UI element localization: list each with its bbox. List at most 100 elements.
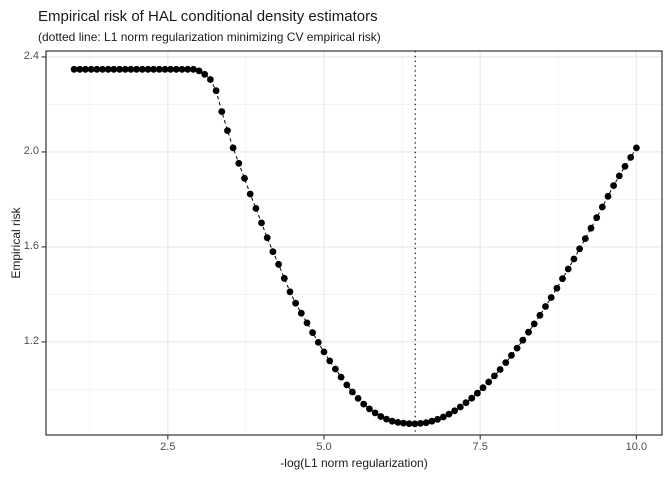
data-point	[349, 388, 356, 396]
data-point	[99, 65, 106, 73]
data-point	[542, 303, 549, 310]
data-point	[485, 378, 493, 386]
data-point	[286, 288, 294, 296]
data-point	[547, 294, 555, 301]
data-point	[581, 235, 589, 243]
data-point	[263, 234, 271, 242]
data-point	[87, 65, 95, 73]
panel-background	[46, 51, 662, 435]
data-point	[451, 407, 458, 415]
data-point	[70, 65, 78, 73]
data-point	[235, 159, 243, 167]
x-tick-label: 5.0	[316, 441, 332, 453]
data-point	[309, 329, 316, 336]
data-point	[337, 373, 345, 381]
data-point	[275, 260, 282, 268]
x-tick-label: 2.5	[160, 441, 176, 453]
data-point	[474, 389, 481, 397]
data-point	[76, 65, 84, 73]
data-point	[615, 172, 623, 180]
data-point	[320, 348, 328, 356]
panel-border	[45, 50, 663, 436]
data-point	[633, 144, 640, 152]
data-point	[570, 255, 578, 263]
data-point	[144, 65, 152, 73]
data-point	[587, 224, 595, 232]
data-point	[468, 394, 476, 402]
data-point	[627, 154, 635, 161]
data-point	[116, 65, 123, 73]
data-point	[479, 384, 487, 392]
data-point	[439, 413, 447, 421]
data-point	[121, 65, 129, 73]
data-point	[314, 339, 322, 346]
data-point	[201, 70, 209, 78]
data-point	[559, 275, 566, 283]
data-point	[138, 65, 146, 73]
data-point	[93, 65, 101, 73]
data-point	[621, 163, 629, 170]
data-point	[456, 403, 464, 411]
data-point	[513, 344, 521, 352]
data-point	[377, 413, 385, 420]
data-point	[536, 311, 544, 319]
data-point	[525, 328, 532, 336]
data-point	[354, 395, 362, 402]
data-point	[258, 219, 265, 227]
data-point	[593, 214, 601, 222]
data-point	[576, 245, 583, 253]
data-point	[462, 399, 470, 407]
data-point	[127, 65, 135, 73]
data-point	[178, 65, 186, 73]
data-point	[519, 336, 527, 344]
x-tick-label: 10.0	[625, 441, 648, 453]
data-point	[218, 108, 226, 115]
data-point	[388, 417, 396, 425]
data-point	[172, 65, 180, 73]
data-point	[190, 65, 197, 73]
data-point	[252, 205, 260, 212]
data-point	[343, 381, 351, 389]
data-point	[150, 65, 158, 73]
data-point	[604, 192, 612, 200]
data-point	[104, 65, 112, 73]
data-point	[82, 65, 89, 73]
data-point	[297, 309, 305, 317]
data-point	[394, 419, 402, 426]
data-point	[383, 415, 390, 423]
data-point	[184, 65, 192, 73]
data-point	[326, 357, 334, 365]
data-point	[269, 248, 277, 256]
data-point	[502, 359, 510, 366]
chart-title: Empirical risk of HAL conditional densit…	[38, 8, 378, 25]
data-point	[530, 320, 538, 328]
y-tick-label: 2.0	[23, 145, 39, 158]
data-point	[303, 319, 311, 327]
data-point	[400, 419, 407, 427]
data-point	[417, 420, 424, 427]
data-point	[360, 400, 368, 408]
data-point	[133, 65, 141, 73]
data-point	[553, 284, 561, 292]
data-point	[434, 415, 441, 423]
data-point	[246, 190, 254, 198]
data-point	[207, 76, 214, 83]
data-point	[229, 144, 237, 152]
y-tick-label: 1.2	[23, 335, 39, 348]
x-axis-title: -log(L1 norm regularization)	[280, 456, 428, 470]
data-point	[161, 65, 169, 73]
data-point	[280, 274, 288, 282]
y-tick-label: 1.6	[23, 240, 39, 253]
data-point	[405, 420, 413, 427]
data-point	[155, 65, 163, 73]
series-dashed-line	[74, 68, 637, 425]
data-point	[422, 419, 430, 427]
data-point	[411, 420, 419, 428]
data-point	[428, 417, 436, 425]
data-point	[292, 299, 299, 307]
data-point	[496, 366, 504, 373]
data-point	[491, 372, 498, 380]
data-point	[195, 67, 203, 75]
